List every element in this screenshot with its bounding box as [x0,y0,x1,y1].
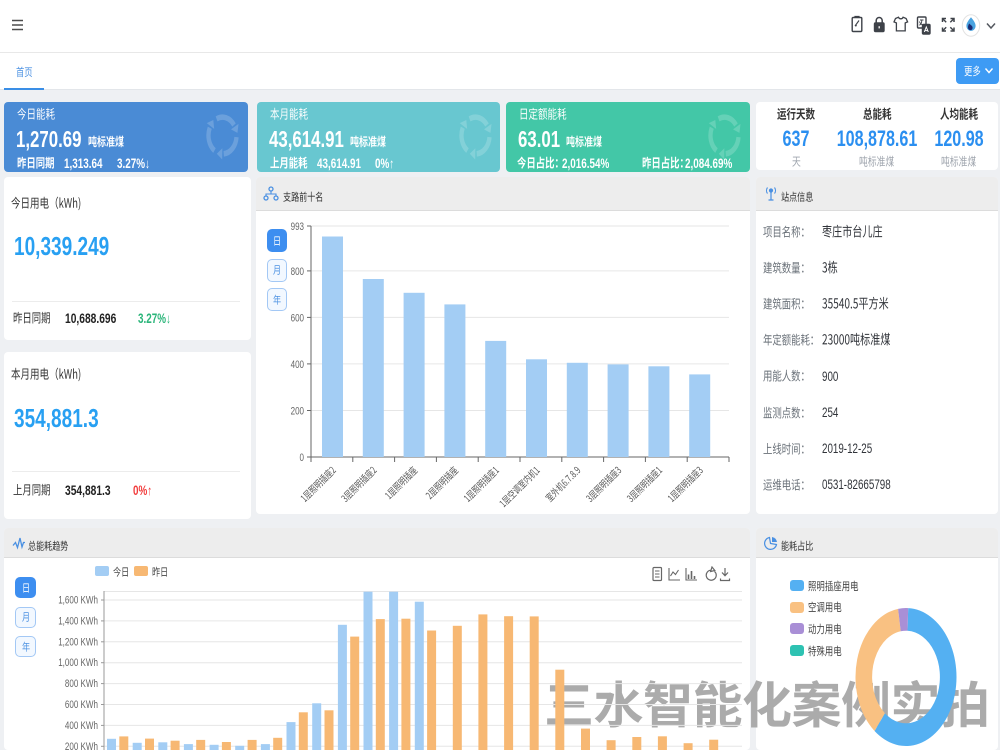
svg-text:400: 400 [291,359,304,372]
svg-text:1,200 KWh: 1,200 KWh [58,636,98,649]
svg-text:400 KWh: 400 KWh [65,720,98,733]
svg-text:1,400 KWh: 1,400 KWh [58,615,98,628]
svg-text:800 KWh: 800 KWh [65,678,98,691]
svg-text:0: 0 [300,452,304,465]
svg-text:600 KWh: 600 KWh [65,699,98,712]
svg-text:800: 800 [291,266,304,279]
svg-text:200 KWh: 200 KWh [65,741,98,750]
svg-text:600: 600 [291,312,304,325]
svg-text:993: 993 [291,221,304,234]
svg-text:200: 200 [291,405,304,418]
svg-text:1,600 KWh: 1,600 KWh [58,594,98,607]
svg-text:1,000 KWh: 1,000 KWh [58,657,98,670]
